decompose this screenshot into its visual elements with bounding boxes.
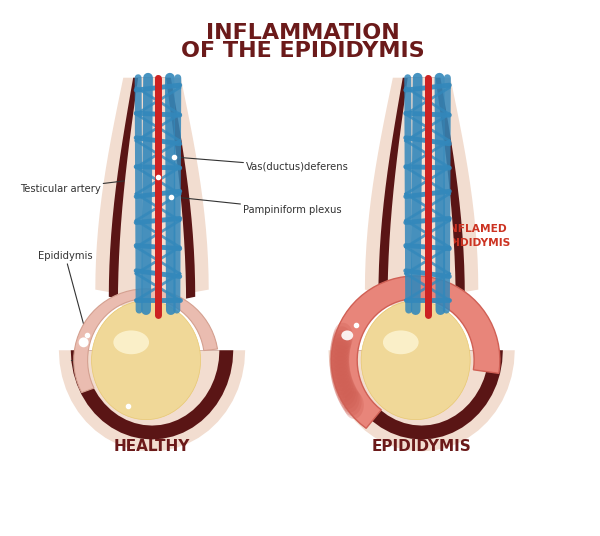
Ellipse shape: [331, 334, 350, 361]
Ellipse shape: [338, 382, 358, 410]
Ellipse shape: [344, 391, 364, 419]
Ellipse shape: [337, 378, 356, 406]
Polygon shape: [74, 289, 218, 392]
Text: Pampiniform plexus: Pampiniform plexus: [171, 197, 342, 214]
Ellipse shape: [329, 341, 349, 369]
Ellipse shape: [340, 385, 359, 413]
Ellipse shape: [332, 368, 352, 395]
Ellipse shape: [342, 388, 362, 416]
Ellipse shape: [331, 364, 351, 392]
Text: Vas(ductus)deferens: Vas(ductus)deferens: [174, 157, 349, 172]
Ellipse shape: [361, 301, 470, 420]
Polygon shape: [331, 276, 500, 428]
Polygon shape: [85, 78, 220, 426]
Ellipse shape: [341, 330, 353, 340]
Text: Testicular artery: Testicular artery: [20, 177, 158, 193]
Polygon shape: [354, 78, 489, 426]
Ellipse shape: [331, 330, 351, 358]
Text: Epididymis: Epididymis: [38, 251, 92, 336]
Text: HEALTHY: HEALTHY: [114, 439, 190, 454]
Ellipse shape: [331, 360, 350, 388]
Polygon shape: [71, 78, 233, 440]
Ellipse shape: [330, 356, 350, 384]
Polygon shape: [340, 78, 503, 440]
Text: Testis: Testis: [70, 360, 128, 406]
Ellipse shape: [333, 323, 353, 351]
Text: INFLAMED
EPIDIDYMIS: INFLAMED EPIDIDYMIS: [442, 224, 511, 248]
Ellipse shape: [330, 338, 350, 365]
Polygon shape: [59, 78, 245, 451]
Text: OF THE EPIDIDYMIS: OF THE EPIDIDYMIS: [181, 41, 424, 61]
Ellipse shape: [329, 353, 350, 381]
Polygon shape: [328, 78, 515, 451]
Ellipse shape: [329, 349, 349, 377]
Ellipse shape: [329, 345, 349, 373]
Ellipse shape: [383, 330, 419, 354]
Ellipse shape: [335, 375, 355, 403]
Text: INFLAMMATION: INFLAMMATION: [206, 23, 400, 43]
Text: EPIDIDYMIS: EPIDIDYMIS: [372, 439, 472, 454]
Ellipse shape: [113, 330, 149, 354]
Ellipse shape: [332, 326, 352, 354]
Ellipse shape: [79, 337, 89, 347]
Ellipse shape: [92, 301, 200, 420]
Ellipse shape: [334, 371, 353, 399]
